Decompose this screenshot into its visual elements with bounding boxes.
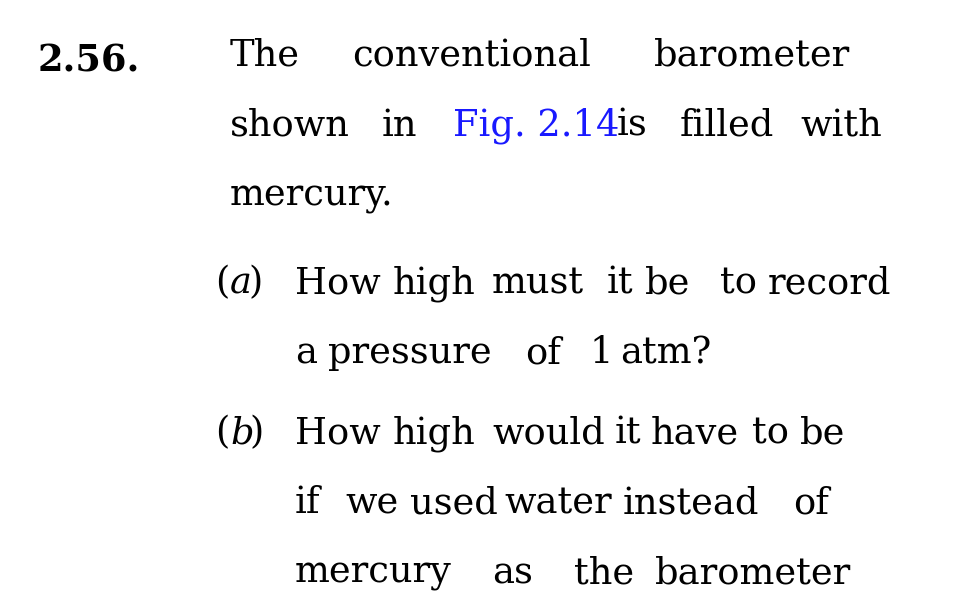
- Text: used: used: [410, 485, 497, 521]
- Text: Fig. 2.14: Fig. 2.14: [453, 108, 620, 144]
- Text: 2.56.: 2.56.: [38, 43, 141, 79]
- Text: filled: filled: [680, 108, 774, 144]
- Text: The: The: [230, 38, 300, 74]
- Text: b: b: [230, 415, 254, 451]
- Text: (: (: [215, 265, 229, 301]
- Text: mercury: mercury: [295, 555, 452, 591]
- Text: 1: 1: [589, 335, 612, 371]
- Text: pressure: pressure: [328, 335, 492, 371]
- Text: shown: shown: [230, 108, 350, 144]
- Text: with: with: [800, 108, 882, 144]
- Text: How: How: [295, 265, 381, 301]
- Text: ): ): [249, 415, 263, 451]
- Text: to: to: [720, 265, 757, 301]
- Text: in: in: [382, 108, 417, 144]
- Text: of: of: [793, 485, 829, 521]
- Text: a: a: [295, 335, 317, 371]
- Text: is: is: [617, 108, 648, 144]
- Text: conventional: conventional: [352, 38, 591, 74]
- Text: water: water: [504, 485, 611, 521]
- Text: have: have: [651, 415, 739, 451]
- Text: of: of: [525, 335, 561, 371]
- Text: a: a: [230, 265, 252, 301]
- Text: if: if: [295, 485, 320, 521]
- Text: record: record: [768, 265, 892, 301]
- Text: barometer: barometer: [654, 38, 850, 74]
- Text: be: be: [645, 265, 690, 301]
- Text: would: would: [492, 415, 604, 451]
- Text: be: be: [800, 415, 845, 451]
- Text: high: high: [393, 415, 476, 451]
- Text: barometer: barometer: [655, 555, 851, 591]
- Text: atm?: atm?: [620, 335, 711, 371]
- Text: the: the: [574, 555, 634, 591]
- Text: it: it: [607, 265, 633, 301]
- Text: we: we: [345, 485, 398, 521]
- Text: it: it: [615, 415, 642, 451]
- Text: to: to: [752, 415, 789, 451]
- Text: as: as: [492, 555, 533, 591]
- Text: How: How: [295, 415, 381, 451]
- Text: high: high: [393, 265, 476, 302]
- Text: (: (: [215, 415, 229, 451]
- Text: instead: instead: [623, 485, 760, 521]
- Text: ): ): [248, 265, 262, 301]
- Text: mercury.: mercury.: [230, 178, 393, 214]
- Text: must: must: [492, 265, 584, 301]
